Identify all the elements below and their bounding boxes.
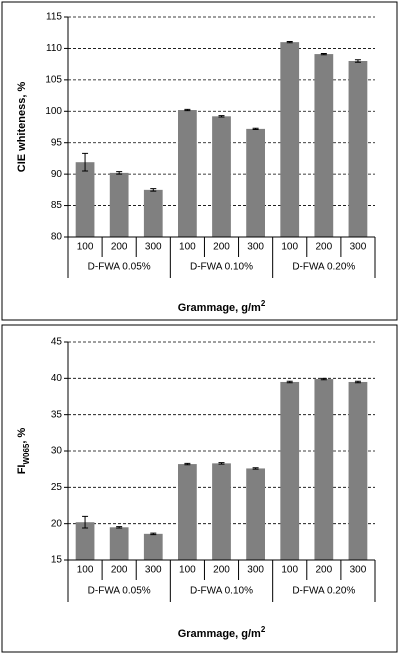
x-tick-label: 300 [247, 242, 264, 253]
error-bar [320, 52, 327, 56]
error-bar [354, 59, 361, 63]
y-tick-label: 100 [45, 106, 62, 117]
bar [280, 42, 300, 238]
x-axis-title: Grammage, g/m2 [178, 625, 266, 640]
group-label: D-FWA 0.20% [292, 262, 355, 273]
bar [246, 128, 265, 237]
y-tick-label: 105 [45, 74, 62, 85]
label-part: , % [16, 427, 28, 443]
label-part: W065 [22, 443, 31, 464]
panel-frame [1, 324, 398, 653]
error-bar [150, 532, 157, 536]
y-axis-title: FIW065, % [16, 427, 31, 474]
error-bar [286, 41, 293, 44]
bar [280, 381, 300, 560]
x-tick-label: 300 [350, 565, 367, 576]
y-tick-label: 115 [46, 12, 62, 23]
x-tick-label: 200 [213, 242, 230, 253]
y-tick-label: 15 [51, 555, 63, 566]
x-tick-label: 300 [145, 565, 162, 576]
y-tick-label: 90 [51, 169, 63, 180]
y-tick-label: 85 [51, 200, 63, 211]
error-bar [116, 526, 123, 529]
x-tick-label: 100 [179, 565, 196, 576]
error-bar [82, 515, 89, 529]
label-part: Grammage, g/m [178, 302, 261, 314]
x-axis-title: Grammage, g/m2 [178, 299, 266, 314]
error-bar [184, 108, 191, 112]
error-bar [252, 467, 259, 470]
x-tick-label: 300 [145, 242, 162, 253]
bar [212, 463, 231, 560]
label-part: Grammage, g/m [178, 628, 261, 640]
y-tick-label: 110 [46, 43, 62, 54]
error-bar [320, 377, 327, 381]
error-bar [252, 127, 259, 131]
x-tick-label: 100 [281, 565, 298, 576]
y-axis-title: CIE whiteness, % [16, 82, 28, 173]
group-label: D-FWA 0.05% [88, 586, 151, 597]
x-tick-label: 100 [281, 242, 298, 253]
y-tick-label: 30 [51, 446, 63, 457]
x-tick-label: 200 [315, 242, 332, 253]
group-label: D-FWA 0.10% [190, 586, 253, 597]
bar [178, 110, 197, 237]
x-tick-label: 200 [111, 242, 128, 253]
error-bar [184, 462, 191, 466]
group-label: D-FWA 0.20% [292, 586, 355, 597]
error-bar [354, 380, 361, 384]
bar [348, 381, 368, 560]
panel-frame [1, 1, 398, 321]
bar [143, 189, 163, 237]
label-part: FI [16, 465, 28, 475]
bar [109, 172, 129, 237]
y-tick-label: 45 [51, 337, 63, 348]
x-tick-label: 200 [213, 565, 230, 576]
bar [348, 61, 368, 237]
y-tick-label: 20 [51, 518, 63, 529]
y-tick-label: 40 [51, 373, 63, 384]
error-bar [286, 380, 293, 384]
error-bar [218, 462, 225, 465]
error-bar [82, 152, 89, 172]
x-tick-label: 200 [315, 565, 332, 576]
x-tick-label: 100 [77, 242, 94, 253]
error-bar [150, 188, 157, 192]
x-tick-label: 200 [111, 565, 128, 576]
bar [143, 533, 163, 560]
y-tick-label: 95 [51, 137, 63, 148]
group-label: D-FWA 0.10% [190, 262, 253, 273]
bar [178, 464, 197, 560]
bar [212, 116, 231, 237]
label-part: 2 [261, 625, 266, 634]
group-label: D-FWA 0.05% [88, 262, 151, 273]
label-part: 2 [261, 299, 266, 308]
bar [75, 522, 95, 560]
x-tick-label: 300 [247, 565, 264, 576]
x-tick-label: 100 [77, 565, 94, 576]
bar [109, 527, 129, 560]
error-bar [218, 115, 225, 118]
bar [314, 379, 334, 560]
y-tick-label: 80 [51, 232, 63, 243]
error-bar [116, 171, 123, 175]
x-tick-label: 100 [179, 242, 196, 253]
bar [246, 468, 265, 560]
y-tick-label: 25 [51, 482, 63, 493]
bar [314, 54, 334, 238]
y-tick-label: 35 [51, 409, 63, 420]
x-tick-label: 300 [350, 242, 367, 253]
bar [75, 162, 95, 237]
